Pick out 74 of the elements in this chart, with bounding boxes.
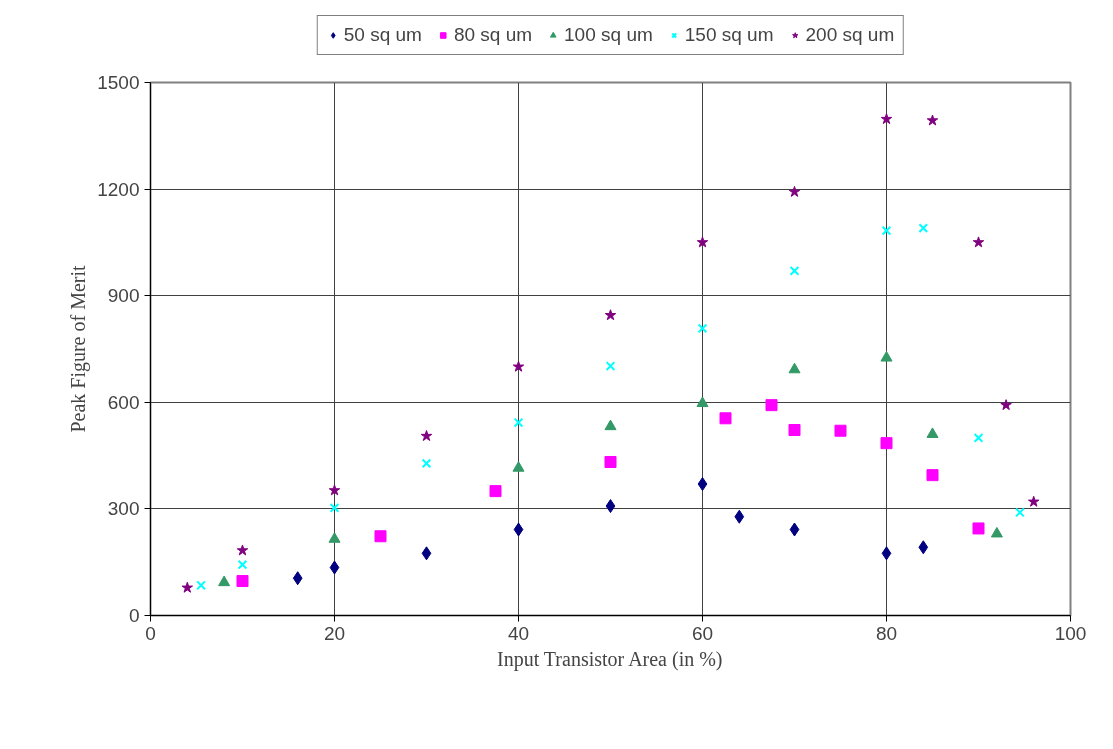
- point: [881, 546, 892, 561]
- point: [512, 461, 525, 472]
- point: [604, 419, 617, 431]
- point: [788, 185, 801, 197]
- point: [918, 540, 929, 555]
- y-tick-label: 1200: [97, 178, 140, 200]
- point: [990, 526, 1003, 538]
- y-axis-title: Peak Figure of Merit: [67, 264, 91, 433]
- point: [918, 223, 929, 234]
- y-tick-label: 900: [107, 285, 140, 307]
- x-tick-label: 80: [875, 622, 898, 644]
- point: [719, 412, 732, 425]
- x-tick-label: 40: [507, 622, 530, 644]
- point: [972, 522, 985, 535]
- x-tick-label: 60: [691, 622, 714, 644]
- point: [329, 502, 340, 513]
- point: [789, 522, 800, 537]
- point: [421, 546, 432, 561]
- x-tick-label: 0: [145, 622, 156, 644]
- point: [926, 427, 939, 438]
- y-tick-label: 0: [128, 605, 140, 626]
- point: [420, 430, 433, 442]
- x-tick-label: 20: [323, 622, 346, 644]
- point: [734, 509, 745, 524]
- point: [1000, 399, 1012, 411]
- point: [237, 559, 248, 570]
- point: [513, 417, 524, 428]
- point: [880, 351, 893, 362]
- point: [328, 484, 341, 496]
- point: [236, 544, 249, 556]
- point: [788, 362, 801, 374]
- point: [512, 360, 525, 372]
- point: [697, 477, 708, 492]
- y-tick-label: 300: [107, 498, 140, 520]
- point: [236, 575, 249, 588]
- legend-label: 80 sq um: [453, 24, 533, 46]
- legend-label: 200 sq um: [805, 24, 895, 46]
- point: [926, 114, 939, 126]
- point: [328, 532, 341, 543]
- point: [292, 571, 303, 586]
- legend-label: 150 sq um: [684, 24, 774, 46]
- legend-label: 100 sq um: [564, 24, 653, 46]
- point: [604, 456, 617, 468]
- point: [696, 396, 709, 408]
- point: [926, 469, 939, 482]
- y-tick-label: 600: [107, 391, 140, 413]
- point: [834, 424, 847, 437]
- point: [374, 530, 387, 543]
- y-tick-label: 1500: [97, 72, 140, 93]
- point: [881, 225, 892, 236]
- point: [973, 432, 984, 443]
- x-axis-title: Input Transistor Area (in %): [497, 647, 723, 671]
- point: [605, 361, 616, 371]
- point: [218, 575, 231, 587]
- point: [421, 458, 432, 469]
- point: [181, 581, 194, 593]
- point: [604, 309, 617, 321]
- point: [788, 424, 801, 437]
- point: [489, 485, 502, 498]
- point: [880, 113, 893, 125]
- point: [880, 437, 893, 450]
- point: [329, 560, 340, 575]
- point: [605, 499, 616, 514]
- point: [697, 323, 708, 334]
- point: [765, 399, 778, 412]
- point: [196, 580, 206, 591]
- x-tick-label: 100: [1054, 622, 1087, 644]
- legend-label: 50 sq um: [343, 24, 422, 46]
- point: [789, 265, 800, 276]
- point: [1027, 495, 1040, 507]
- point: [696, 236, 709, 248]
- point: [513, 522, 524, 537]
- point: [972, 236, 985, 248]
- point: [1015, 507, 1025, 518]
